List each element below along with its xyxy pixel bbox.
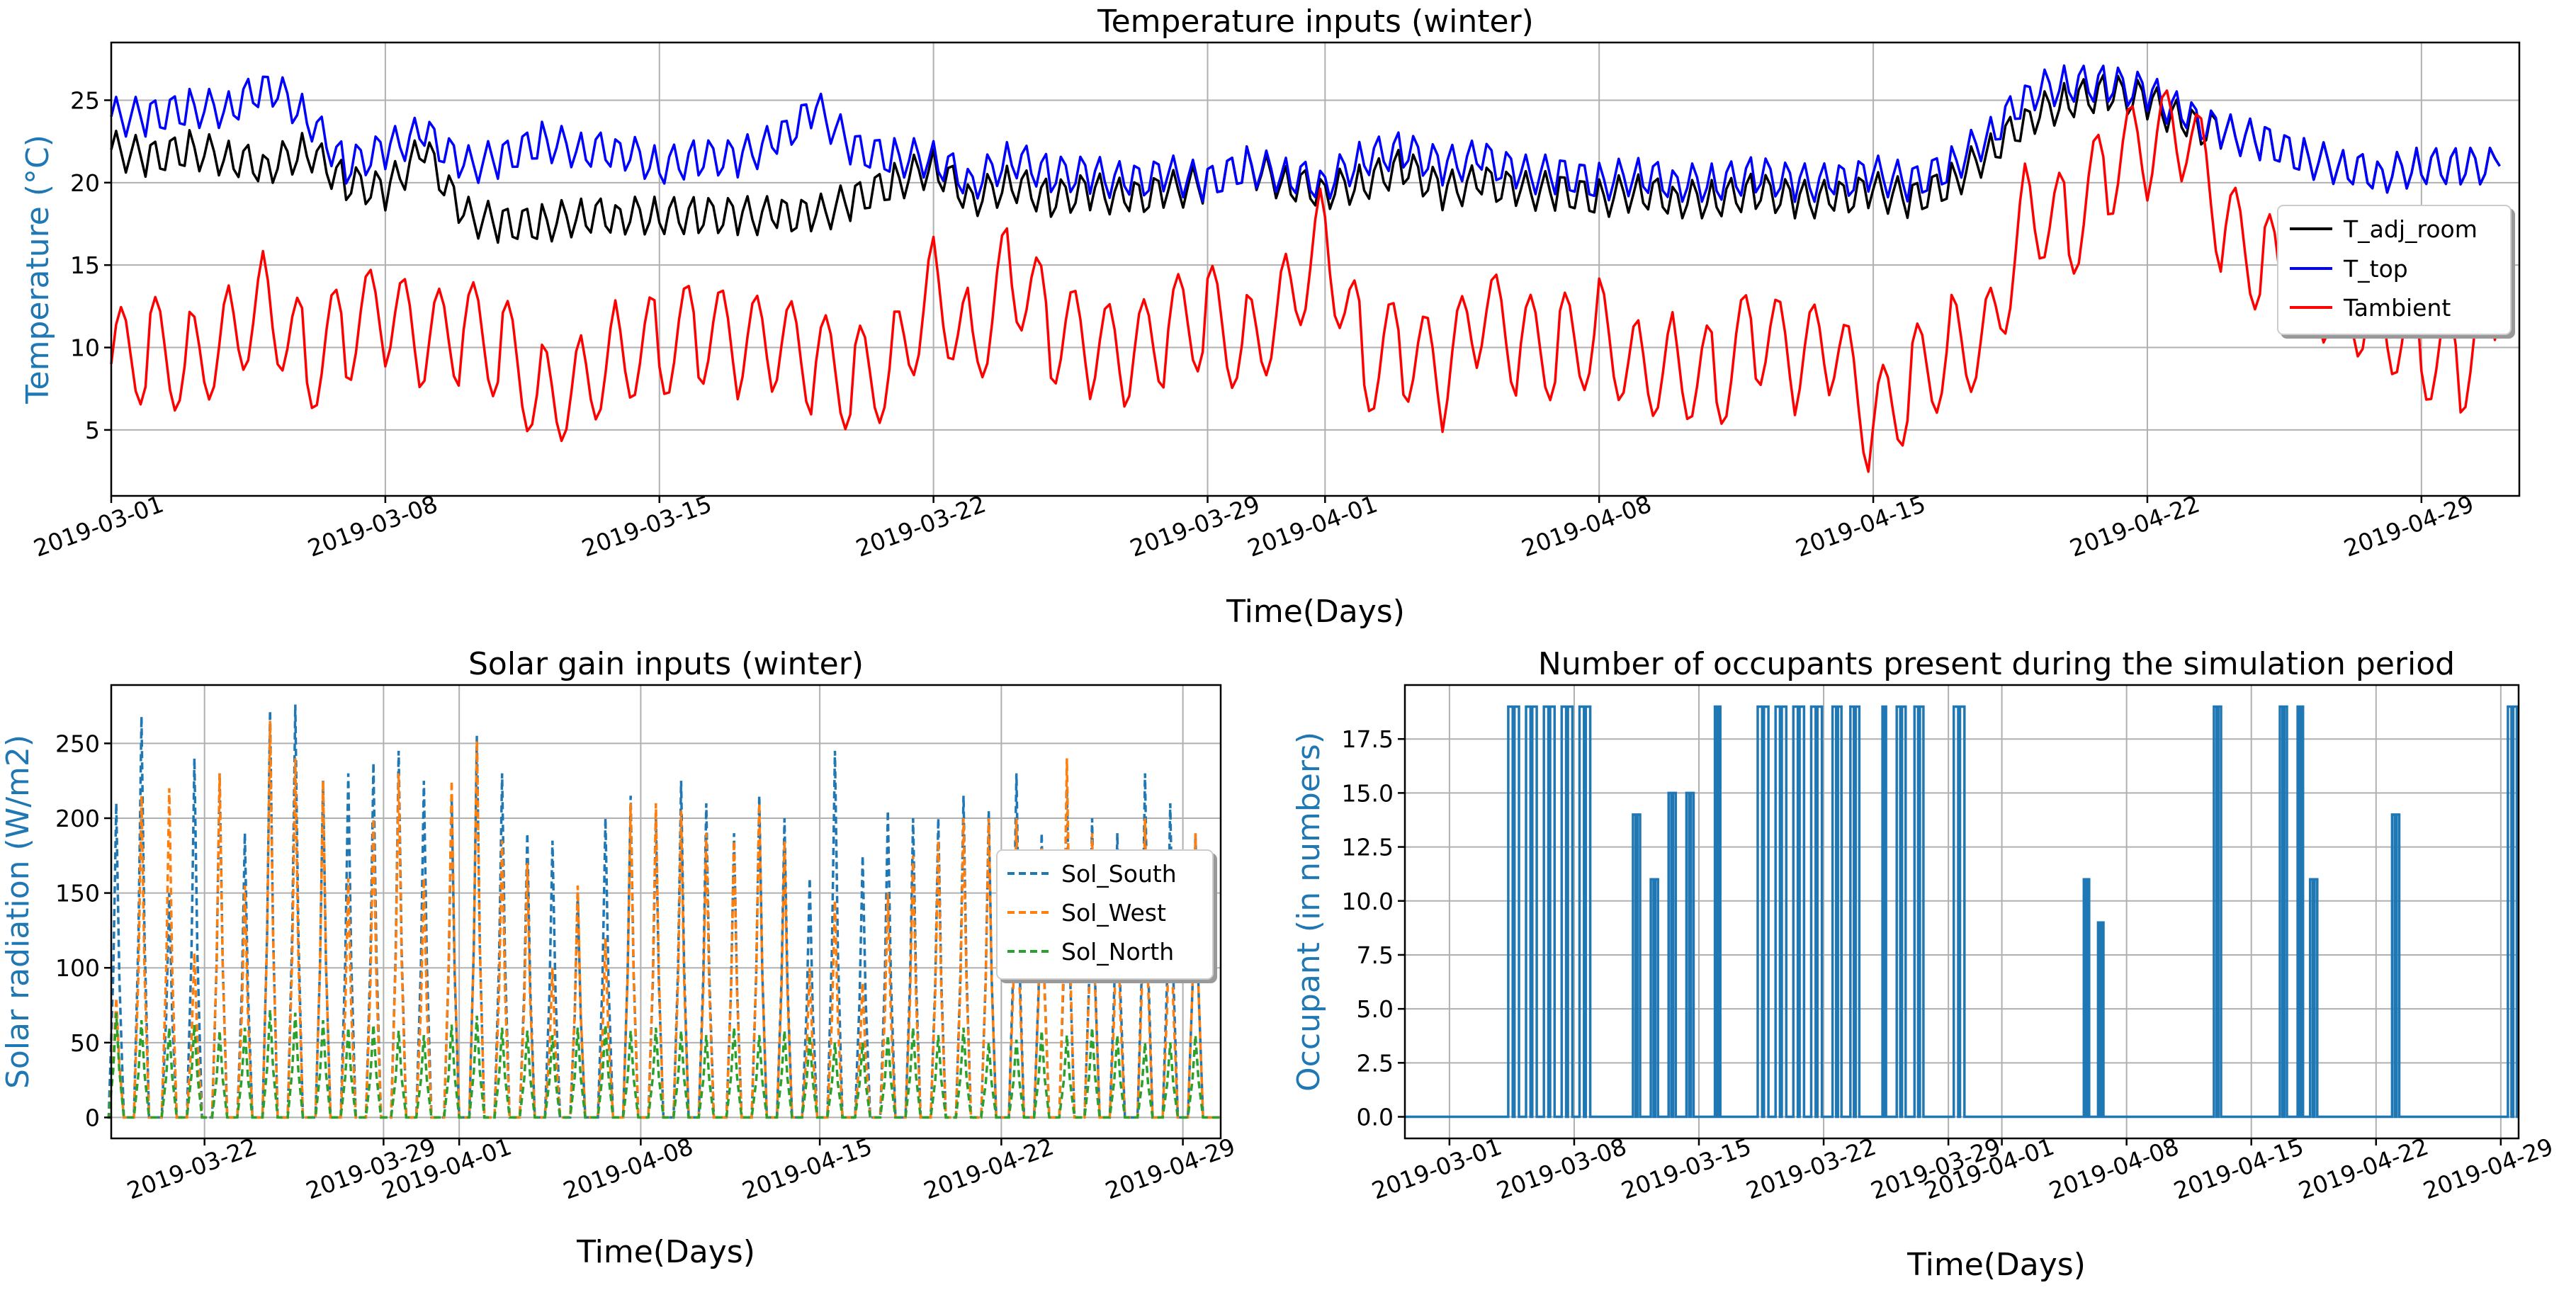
- occupant-plot-frame: [1403, 684, 2520, 1140]
- solar-legend-box: [996, 849, 1214, 980]
- legend-label-t-adj-room: T_adj_room: [2343, 215, 2478, 243]
- y-tick-label-5: 5: [85, 417, 100, 444]
- series-line-tambient: [110, 89, 2502, 473]
- legend-label-t-top: T_top: [2343, 255, 2408, 283]
- y-tick-label-200: 200: [55, 805, 100, 832]
- series-line-t-adj-room: [110, 74, 2501, 244]
- y-tick-label-10: 10: [70, 334, 100, 362]
- y-tick-label-0: 0: [85, 1104, 100, 1131]
- y-tick-label-50: 50: [70, 1029, 100, 1057]
- legend-label-sol-west: Sol_West: [1061, 899, 1166, 927]
- legend-label-tambient: Tambient: [2343, 294, 2451, 322]
- y-tick-label-250: 250: [55, 730, 100, 757]
- occupant-y-ticks: 0.0 2.5 5.0 7.5 10.0 12.5 15.0 17.5: [1342, 725, 1405, 1131]
- temperature-plot-frame: [110, 41, 2521, 497]
- occupant-chart-title: Number of occupants present during the s…: [1538, 646, 2455, 682]
- solar-plot-frame: [110, 684, 1222, 1140]
- temperature-legend-box: [2277, 205, 2512, 335]
- temperature-y-ticks: 5 10 15 20 25: [70, 86, 111, 444]
- temperature-y-axis-label: Temperature (°C): [20, 135, 56, 404]
- y-tick-label-20: 20: [70, 169, 100, 197]
- y-tick-label-17-5: 17.5: [1342, 725, 1394, 753]
- solar-y-ticks: 0 50 100 150 200 250: [55, 730, 111, 1131]
- y-tick-label-25: 25: [70, 86, 100, 114]
- temperature-legend: T_adj_room T_top Tambient: [2277, 205, 2512, 335]
- series-line-sol-north: [107, 1009, 1221, 1119]
- y-tick-label-15: 15: [70, 251, 100, 279]
- series-line-occupant: [1405, 705, 2519, 1119]
- y-tick-label-12-5: 12.5: [1342, 834, 1394, 861]
- temperature-x-axis-label: Time(Days): [1226, 594, 1405, 630]
- temperature-series: [110, 64, 2502, 473]
- solar-x-axis-label: Time(Days): [576, 1234, 755, 1270]
- y-tick-label-7-5: 7.5: [1357, 941, 1394, 969]
- occupant-series: [1405, 705, 2519, 1119]
- solar-series: [107, 704, 1221, 1119]
- occupant-x-axis-label: Time(Days): [1906, 1247, 2086, 1283]
- y-tick-label-15-0: 15.0: [1342, 779, 1394, 807]
- occupant-y-axis-label: Occupant (in numbers): [1291, 732, 1327, 1092]
- y-tick-label-0-0: 0.0: [1357, 1104, 1394, 1131]
- solar-legend: Sol_South Sol_West Sol_North: [996, 849, 1214, 980]
- solar-y-axis-label: Solar radiation (W/m2): [0, 735, 36, 1089]
- y-tick-label-150: 150: [55, 880, 100, 907]
- y-tick-label-2-5: 2.5: [1357, 1049, 1394, 1077]
- legend-label-sol-north: Sol_North: [1061, 938, 1174, 966]
- legend-label-sol-south: Sol_South: [1061, 860, 1177, 888]
- temperature-chart-title: Temperature inputs (winter): [1097, 4, 1534, 40]
- y-tick-label-10-0: 10.0: [1342, 888, 1394, 915]
- y-tick-label-5-0: 5.0: [1357, 995, 1394, 1023]
- y-tick-label-100: 100: [55, 954, 100, 982]
- solar-chart-title: Solar gain inputs (winter): [468, 646, 864, 682]
- series-line-t-top: [110, 64, 2501, 203]
